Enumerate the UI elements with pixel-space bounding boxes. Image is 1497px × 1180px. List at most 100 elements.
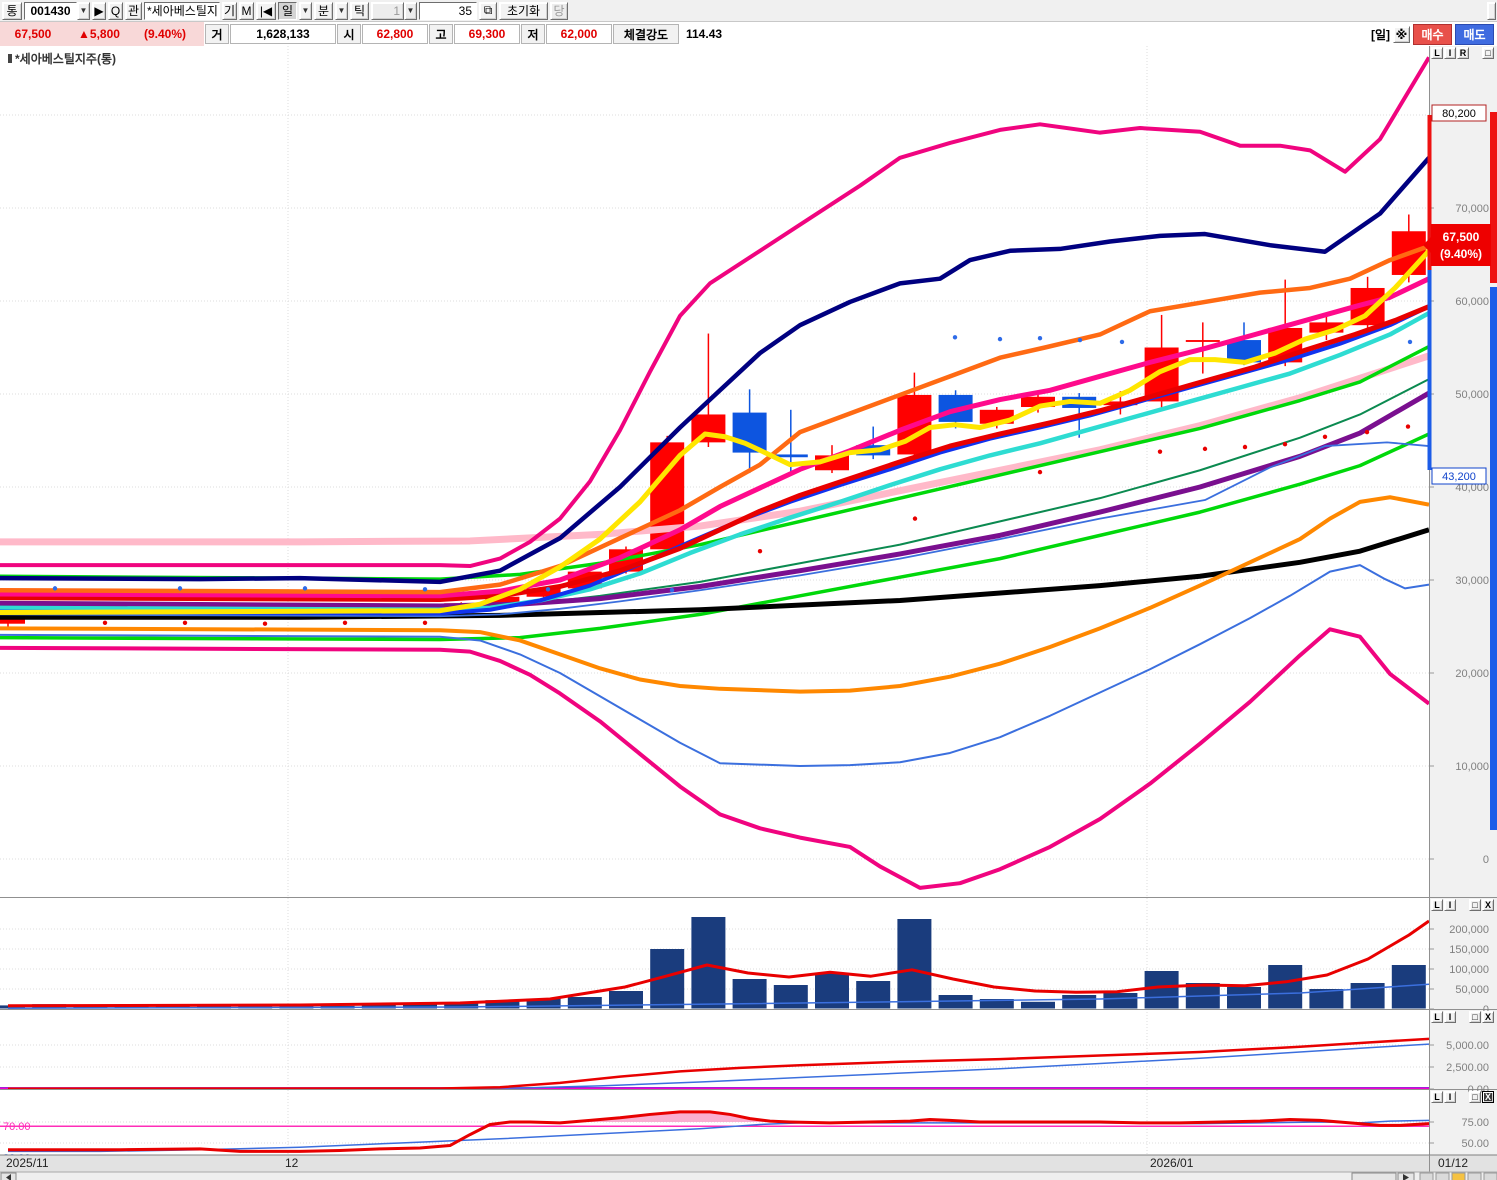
new-window-icon[interactable]: ⧉ <box>479 1 497 20</box>
pane2-l-button[interactable]: L <box>1431 1011 1443 1023</box>
price-change-pct: (9.40%) <box>143 27 187 41</box>
next-code-button[interactable]: ▶ <box>92 1 106 20</box>
date-axis: 2025/11 12 2026/01 01/12 <box>6 1156 1468 1170</box>
day-dropdown-icon[interactable]: ▼ <box>299 1 312 20</box>
pane2-controls: L I <box>1431 1011 1456 1023</box>
volume-value: 1,628,133 <box>230 24 336 44</box>
current-price-label: 67,500 (9.40%) <box>1423 224 1491 266</box>
code-dropdown-icon[interactable]: ▼ <box>77 1 90 20</box>
pane2-close-button[interactable]: X <box>1482 1011 1494 1023</box>
svg-text:2,500.00: 2,500.00 <box>1446 1062 1489 1074</box>
chart-title: *세아베스틸지주(통) <box>8 50 116 67</box>
period-tick-button[interactable]: 틱 <box>350 1 369 20</box>
ma-hotpink <box>0 276 1429 599</box>
minute-dropdown-icon[interactable]: ▼ <box>335 1 348 20</box>
period-day-button[interactable]: 일 <box>278 1 297 20</box>
toolbar-corner-button[interactable] <box>1487 1 1496 20</box>
open-value: 62,800 <box>362 24 428 44</box>
main-pane-i-button[interactable]: I <box>1444 47 1456 59</box>
toolbar: 통 001430 ▼ ▶ Q 관 *세아베스틸지 기 M |◀ 일 ▼ 분 ▼ … <box>0 0 1497 22</box>
ma-blue <box>0 304 1429 616</box>
interval-value: 1 <box>371 1 404 20</box>
gear-icon[interactable]: ※ <box>1393 26 1410 43</box>
main-pane-maximize-button[interactable]: □ <box>1482 47 1494 59</box>
pane2-window-controls: □ X <box>1469 1011 1494 1023</box>
env-magenta-up <box>0 56 1429 569</box>
gi-button[interactable]: 기 <box>222 1 237 20</box>
rewind-icon[interactable]: |◀ <box>256 1 276 20</box>
pane3-close-button[interactable]: X <box>1482 1091 1494 1103</box>
stock-name-field[interactable]: *세아베스틸지 <box>144 1 220 20</box>
pane3-controls: L I <box>1431 1091 1456 1103</box>
sell-button[interactable]: 매도 <box>1455 24 1494 45</box>
m-button[interactable]: M <box>239 1 254 20</box>
dang-button: 당 <box>550 1 568 20</box>
volume-pane-controls: L I <box>1431 899 1456 911</box>
buy-button[interactable]: 매수 <box>1413 24 1452 45</box>
moving-averages <box>0 56 1429 890</box>
main-pane-r-button[interactable]: R <box>1457 47 1469 59</box>
main-pane-max: □ <box>1482 47 1494 59</box>
related-button[interactable]: 관 <box>125 1 142 20</box>
svg-text:50,000: 50,000 <box>1455 984 1489 996</box>
svg-text:75.00: 75.00 <box>1461 1117 1489 1129</box>
svg-text:10,000: 10,000 <box>1455 761 1489 773</box>
period-minute-button[interactable]: 분 <box>314 1 333 20</box>
price-summary: 67,500 ▲5,800 (9.40%) <box>0 22 204 46</box>
band-pink <box>0 352 1429 546</box>
volume-pane-close-button[interactable]: X <box>1482 899 1494 911</box>
volume-pane-i-button[interactable]: I <box>1444 899 1456 911</box>
reset-button[interactable]: 초기화 <box>499 1 548 20</box>
open-label: 시 <box>337 24 361 44</box>
header-right-controls: [일] ※ 매수 매도 <box>1371 24 1494 45</box>
svg-text:200,000: 200,000 <box>1449 924 1489 936</box>
svg-text:01/12: 01/12 <box>1438 1156 1468 1170</box>
svg-text:5,000.00: 5,000.00 <box>1446 1040 1489 1052</box>
interval-indicator: [일] <box>1370 28 1390 42</box>
env-blue-low <box>0 564 1429 767</box>
ma-blue-thin <box>0 441 1429 618</box>
svg-text:20,000: 20,000 <box>1455 668 1489 680</box>
search-icon[interactable]: Q <box>108 1 123 20</box>
svg-text:40,000: 40,000 <box>1455 482 1489 494</box>
ma-orange <box>0 244 1429 595</box>
ma-red <box>0 304 1429 603</box>
interval-combo[interactable]: 1 ▼ <box>371 1 417 20</box>
high-label: 고 <box>429 24 453 44</box>
svg-text:50.00: 50.00 <box>1461 1138 1489 1150</box>
pane2-i-button[interactable]: I <box>1444 1011 1456 1023</box>
svg-text:70,000: 70,000 <box>1455 203 1489 215</box>
strength-label: 체결강도 <box>613 24 679 44</box>
high-value: 69,300 <box>454 24 520 44</box>
current-price: 67,500 <box>14 27 52 41</box>
volume-pane-l-button[interactable]: L <box>1431 899 1443 911</box>
env-orange-low <box>0 495 1429 694</box>
svg-text:12: 12 <box>285 1156 299 1170</box>
strength-value: 114.43 <box>680 24 744 44</box>
stock-code-combo[interactable]: 001430 ▼ <box>24 1 90 20</box>
indicator-pane <box>0 1037 1429 1089</box>
pane3-i-button[interactable]: I <box>1444 1091 1456 1103</box>
account-type-button[interactable]: 통 <box>2 1 22 20</box>
volume-pane-window-controls: □ X <box>1469 899 1494 911</box>
ma-green-high <box>0 345 1429 581</box>
rsi-pane <box>0 1110 1429 1153</box>
svg-text:0: 0 <box>1483 854 1489 866</box>
bar-count-input[interactable]: 35 <box>419 1 477 20</box>
svg-text:2025/11: 2025/11 <box>6 1156 49 1170</box>
pane3-window-controls: □ X <box>1469 1091 1494 1103</box>
interval-dropdown-icon: ▼ <box>404 1 417 20</box>
price-change: ▲5,800 <box>78 27 120 41</box>
pane3-maximize-button[interactable]: □ <box>1469 1091 1481 1103</box>
volume-label: 거 <box>205 24 229 44</box>
stock-code-value[interactable]: 001430 <box>24 1 77 20</box>
svg-text:70.00: 70.00 <box>3 1121 31 1133</box>
pane2-maximize-button[interactable]: □ <box>1469 1011 1481 1023</box>
volume-pane-maximize-button[interactable]: □ <box>1469 899 1481 911</box>
pane3-l-button[interactable]: L <box>1431 1091 1443 1103</box>
main-pane-l-button[interactable]: L <box>1431 47 1443 59</box>
svg-text:43,200: 43,200 <box>1442 471 1476 483</box>
low-label: 저 <box>521 24 545 44</box>
